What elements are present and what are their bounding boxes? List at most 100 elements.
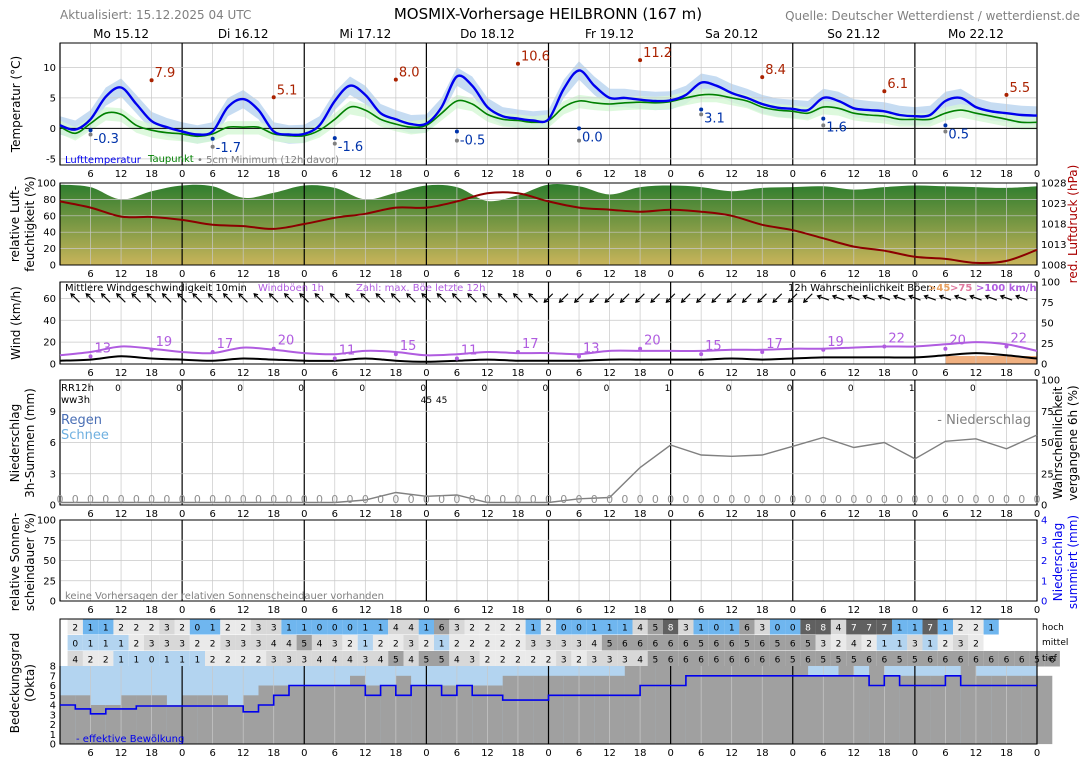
cloud-cell <box>464 651 480 667</box>
cloud-cell-value: 6 <box>958 656 964 666</box>
cloud-cell-value: 3 <box>469 656 475 666</box>
hour-tick: 6 <box>332 368 338 379</box>
cloud-cell-value: 1 <box>88 624 94 634</box>
cloud-cell <box>434 651 450 667</box>
cloud-cell-value: 5 <box>775 640 781 650</box>
ww3h-label: ww3h <box>61 395 90 406</box>
cloud-bar <box>838 666 854 744</box>
cloud-cell-value: 6 <box>790 640 796 650</box>
precip-3h-value: 0 <box>866 493 873 506</box>
y-tick: 7 <box>50 671 56 682</box>
cloud-cell <box>708 619 725 635</box>
effective-cloud-line <box>60 675 1037 715</box>
legend-max-gust: Zahl: max. Böe letzte 12h <box>356 283 486 294</box>
max-label: 7.9 <box>155 66 176 81</box>
y-tick: 40 <box>43 228 56 239</box>
cloud-cell-value: 8 <box>820 624 826 634</box>
cloud-cell <box>434 635 450 651</box>
cloud-bar <box>823 675 839 745</box>
hour-tick: 18 <box>389 509 402 520</box>
y-tick: 5 <box>50 93 56 104</box>
cloud-cell <box>266 619 282 635</box>
hour-tick: 18 <box>1000 605 1013 616</box>
hour-tick: 18 <box>756 605 769 616</box>
y-tick: 1 <box>50 730 56 741</box>
cloud-cell-value: 6 <box>744 624 750 634</box>
max-label: 5.1 <box>277 83 298 98</box>
sun-ylabel-line2: scheindauer (%) <box>23 513 37 611</box>
wind-arrow-head <box>573 298 579 304</box>
wind-arrow <box>970 295 982 301</box>
wind-gust-labels: 13 19 17 20 11 15 11 17 13 20 15 17 19 22 20 22 <box>88 332 1027 361</box>
cloud-cell-value: 5 <box>393 656 399 666</box>
rr12h-value: 0 <box>176 384 182 394</box>
wind-arrow <box>116 293 126 303</box>
wind-arrow <box>650 293 661 303</box>
wind-arrow-head <box>451 292 457 298</box>
precip-ylabel-line2: 3h-Summen (mm) <box>23 388 37 498</box>
cloud-cell-value: 1 <box>439 640 445 650</box>
hour-tick: 0 <box>301 169 307 180</box>
cloud-cell-value: 6 <box>866 656 872 666</box>
cloud-cell <box>144 651 160 667</box>
cloud-cell-value: 6 <box>729 640 735 650</box>
cloud-cell-value: 1 <box>378 624 384 634</box>
cloud-bar <box>411 685 427 744</box>
hour-tick: 18 <box>634 605 647 616</box>
wind-arrow <box>299 293 309 303</box>
y-tick-right: 1018 <box>1041 220 1066 231</box>
cloud-cell <box>830 651 847 667</box>
wind-arrow <box>177 293 187 303</box>
cloud-cell-value: 5 <box>744 640 750 650</box>
wind-arrow-head <box>696 298 701 304</box>
cloud-cell-value: 6 <box>683 640 689 650</box>
precip-3h-value: 0 <box>606 493 613 506</box>
wind-arrow-head <box>953 294 960 300</box>
precip-3h-value: 0 <box>774 493 781 506</box>
cloud-bar <box>609 675 625 745</box>
hour-tick: 0 <box>423 269 429 280</box>
min-point <box>699 107 704 112</box>
gust-max-label: 17 <box>766 337 783 352</box>
min-label: 0.0 <box>582 130 603 145</box>
wind-arrow-head <box>831 294 837 300</box>
cloud-cell <box>128 635 144 651</box>
cloud-cell-value: 5 <box>652 656 658 666</box>
hour-tick: 0 <box>667 368 673 379</box>
wind-arrow-head <box>314 292 320 298</box>
cloud-cell <box>296 635 312 651</box>
cloud-cell-value: 2 <box>485 640 491 650</box>
cloud-cell-value: 1 <box>943 624 949 634</box>
rr12h-value: 1 <box>665 384 671 394</box>
hour-tick: 0 <box>667 605 673 616</box>
rr12h-value: 0 <box>848 384 854 394</box>
gust-max-label: 13 <box>95 341 112 356</box>
hour-tick: 12 <box>115 605 128 616</box>
cloud-cell <box>830 635 847 651</box>
panel-frame <box>59 182 1038 266</box>
cloud-bar <box>151 695 167 745</box>
cloud-cell <box>785 651 801 667</box>
hour-tick: 0 <box>423 605 429 616</box>
cloud-cell-value: 6 <box>988 656 994 666</box>
cloud-cell <box>693 635 709 651</box>
wind-arrow <box>803 293 813 303</box>
cloud-cell <box>510 635 526 651</box>
cloud-cell <box>342 635 358 651</box>
y-tick: 4 <box>50 701 56 712</box>
cloud-cell-value: 0 <box>149 656 155 666</box>
cloud-cell <box>403 619 419 635</box>
hour-tick: 18 <box>145 509 158 520</box>
hour-tick: 6 <box>454 368 460 379</box>
cloud-cell-value: 1 <box>362 624 368 634</box>
hour-tick: 18 <box>145 748 158 759</box>
cloud-cell-value: 1 <box>881 640 887 650</box>
cloud-cell-value: 1 <box>118 656 124 666</box>
cloud-cell-value: 2 <box>500 624 506 634</box>
cloud-cell-value: 1 <box>530 624 536 634</box>
cloud-cell-value: 3 <box>301 656 307 666</box>
max-point <box>638 58 643 63</box>
wind-arrow-head <box>757 298 763 304</box>
y-tick-right: 100 <box>1041 278 1060 289</box>
